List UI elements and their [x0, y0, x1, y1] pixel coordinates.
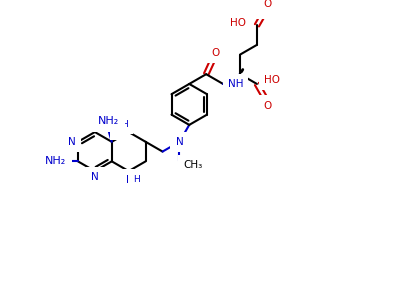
- Text: NH₂: NH₂: [45, 156, 66, 167]
- Text: O: O: [212, 47, 220, 58]
- Text: CH₃: CH₃: [183, 160, 202, 170]
- Text: N: N: [116, 125, 123, 135]
- Text: H: H: [122, 120, 128, 129]
- Text: HO: HO: [230, 17, 246, 28]
- Text: HO: HO: [264, 75, 280, 85]
- Text: H: H: [133, 175, 140, 184]
- Text: O: O: [264, 0, 272, 9]
- Text: N: N: [91, 172, 99, 182]
- Text: N: N: [68, 137, 76, 147]
- Text: N: N: [176, 137, 183, 147]
- Text: NH: NH: [228, 79, 243, 89]
- Text: O: O: [264, 100, 272, 111]
- Text: N: N: [126, 175, 134, 184]
- Text: NH₂: NH₂: [98, 116, 120, 126]
